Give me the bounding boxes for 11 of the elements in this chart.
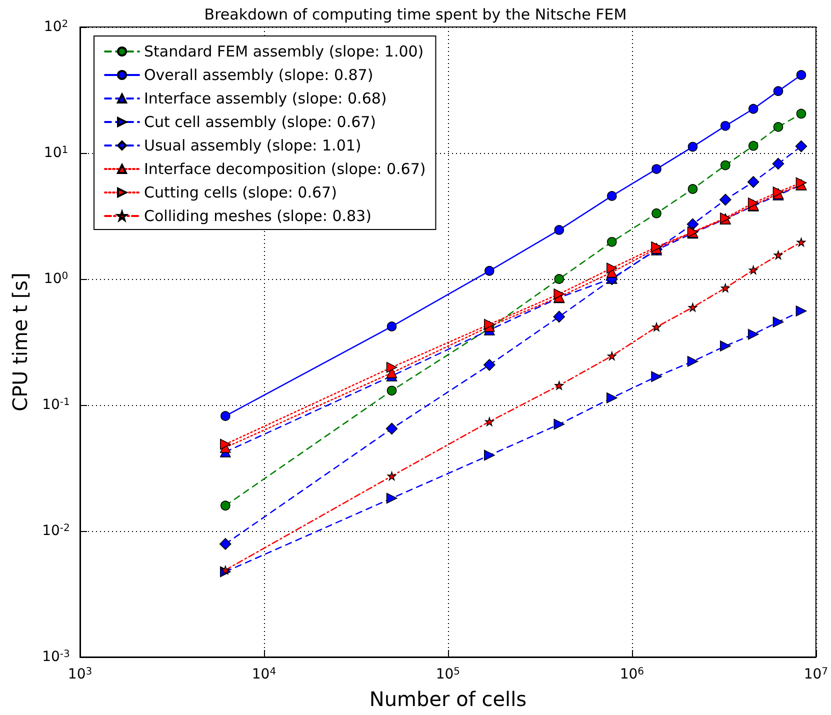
- legend-label: Cutting cells (slope: 0.67): [144, 184, 337, 202]
- legend-label: Overall assembly (slope: 0.87): [144, 66, 374, 84]
- legend-label: Interface assembly (slope: 0.68): [144, 90, 387, 108]
- chart-title: Breakdown of computing time spent by the Nitsche FEM: [204, 6, 627, 24]
- legend-label: Standard FEM assembly (slope: 1.00): [144, 42, 424, 60]
- y-axis-title: CPU time t [s]: [8, 272, 32, 412]
- legend-label: Colliding meshes (slope: 0.83): [144, 207, 372, 225]
- x-axis-title: Number of cells: [369, 687, 527, 711]
- legend-label: Cut cell assembly (slope: 0.67): [144, 113, 376, 131]
- legend-label: Usual assembly (slope: 1.01): [144, 136, 362, 154]
- legend-label: Interface decomposition (slope: 0.67): [144, 160, 426, 178]
